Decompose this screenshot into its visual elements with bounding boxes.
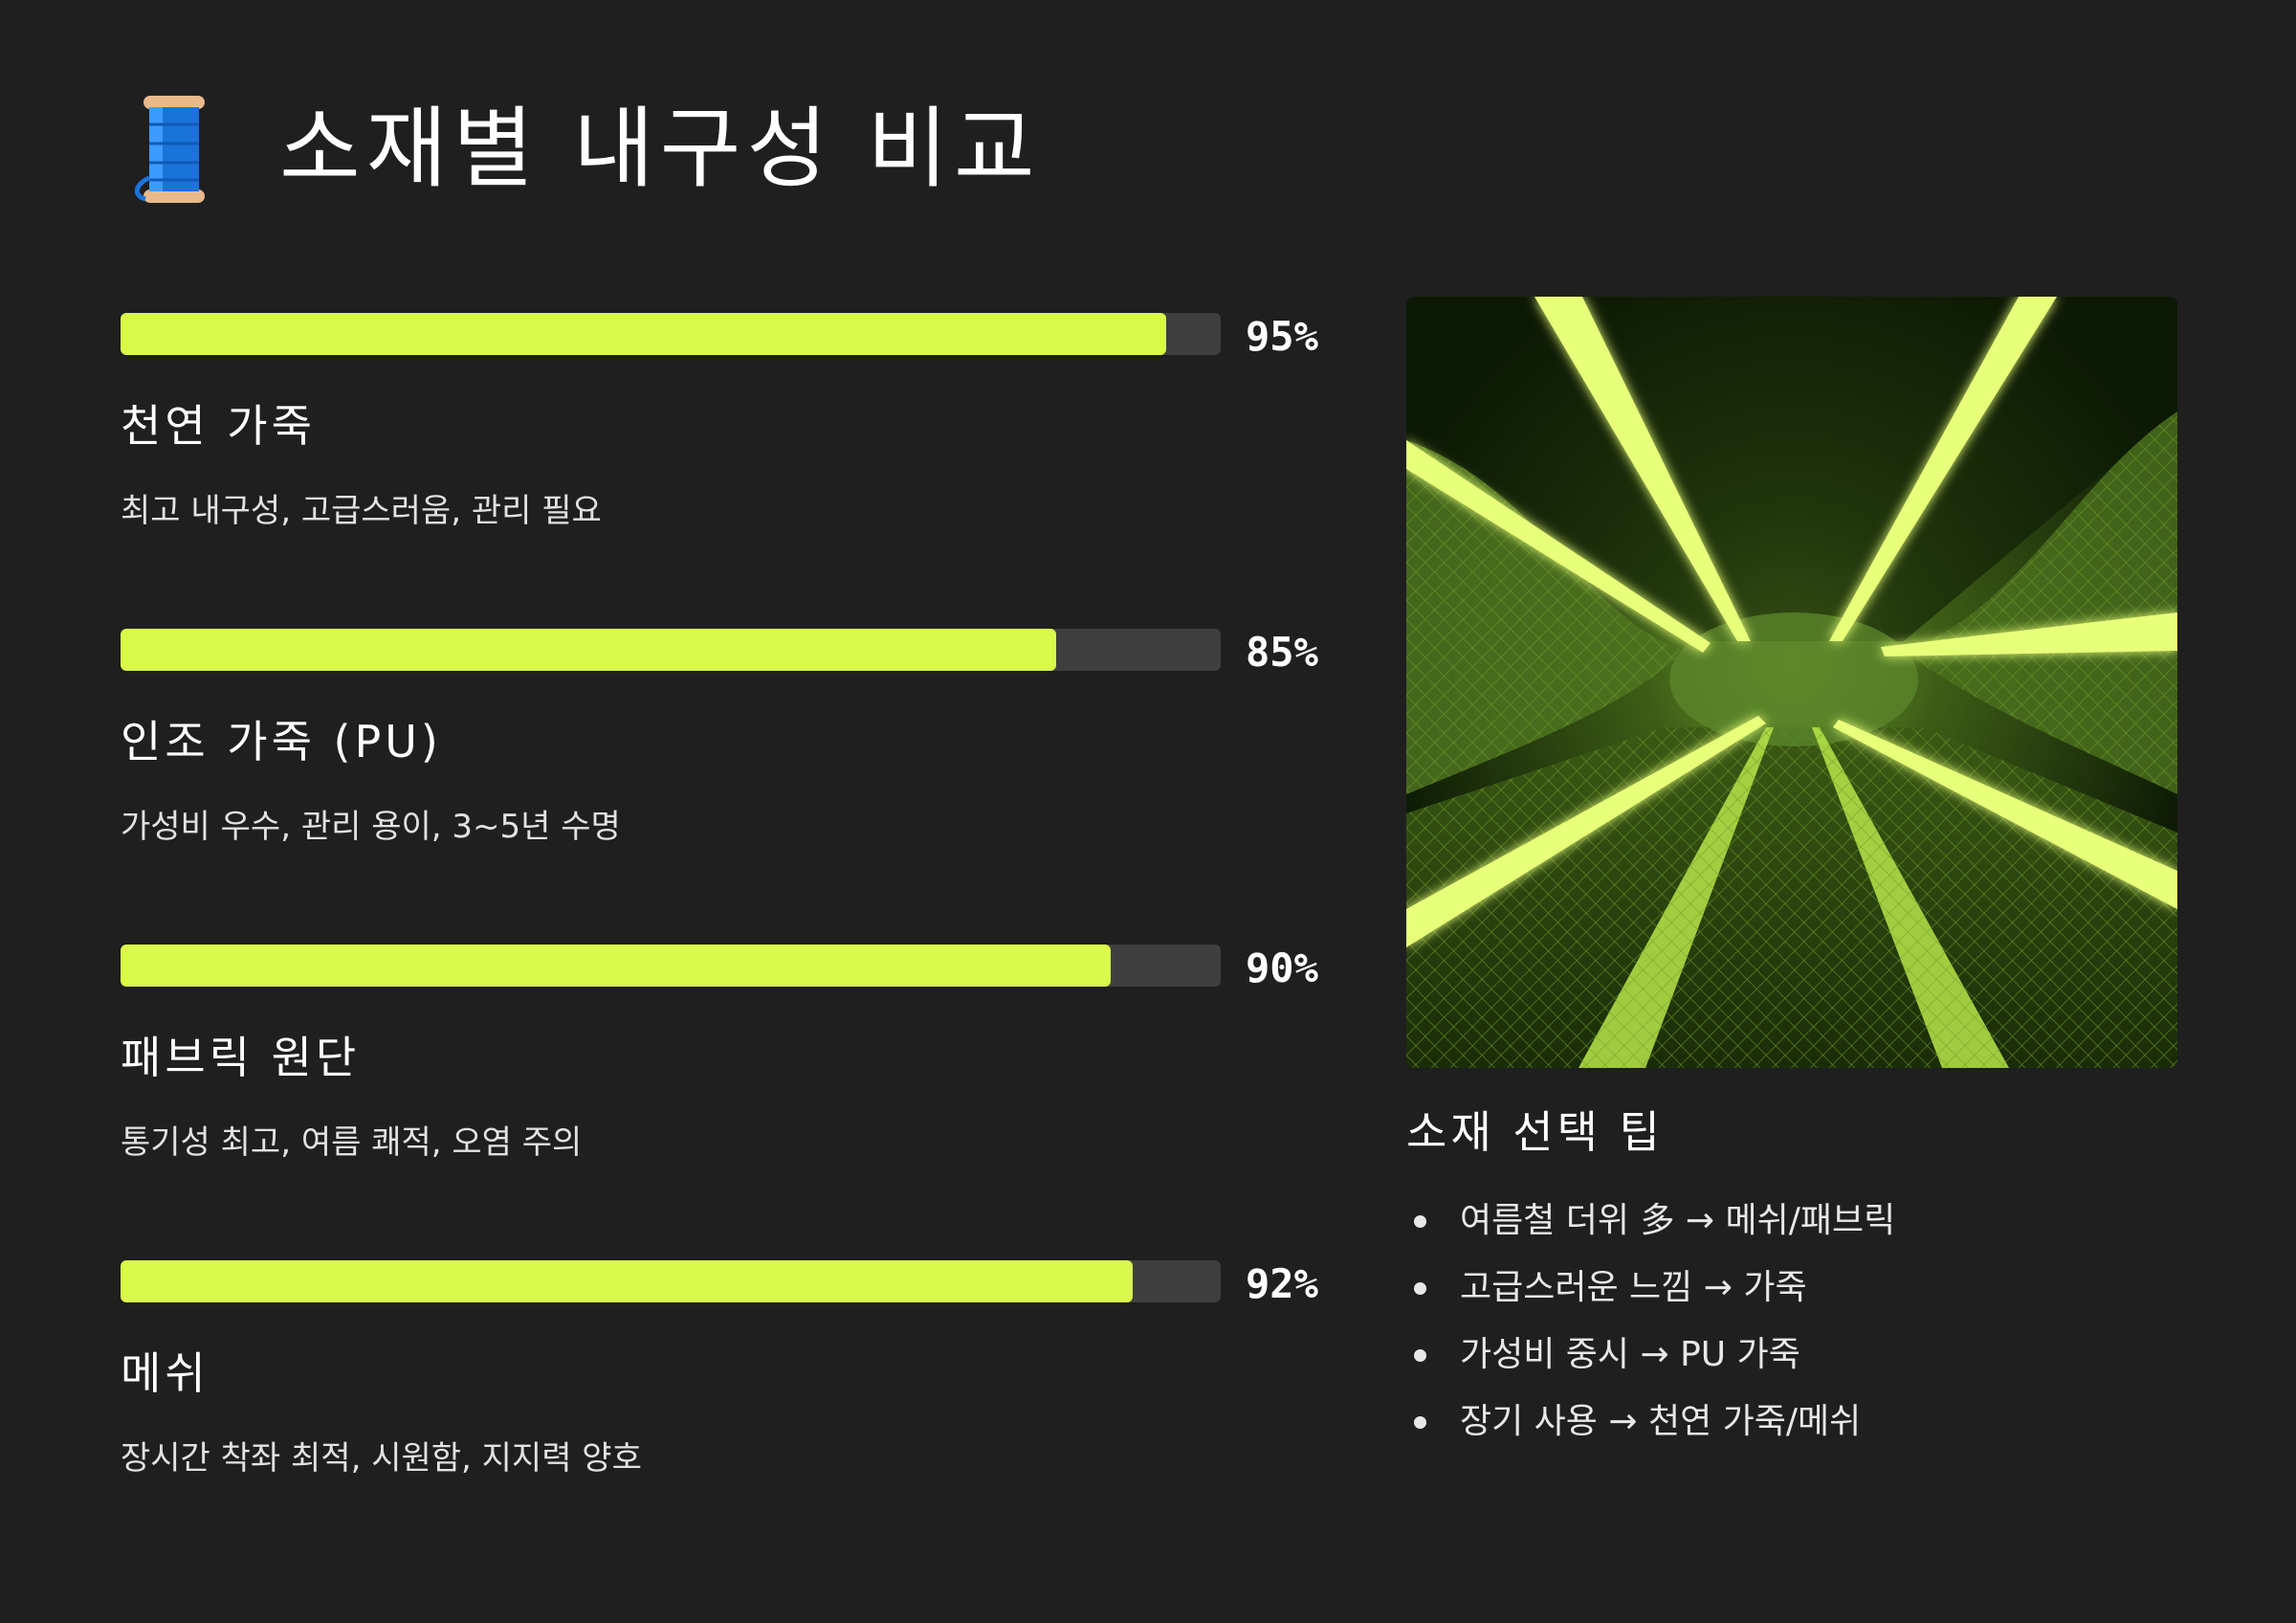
page-title: 소재별 내구성 비교: [279, 98, 1041, 200]
durability-bar-fill: [121, 945, 1111, 987]
material-description: 가성비 우수, 관리 용이, 3~5년 수명: [121, 808, 621, 846]
durability-bar-track: [121, 1260, 1221, 1302]
durability-bar-row: 92%: [121, 1256, 1326, 1307]
tips-title: 소재 선택 팁: [1406, 1106, 1664, 1158]
material-item: 95% 천연 가죽 최고 내구성, 고급스러움, 관리 필요: [121, 308, 1326, 624]
durability-percent: 90%: [1246, 945, 1318, 991]
tip-item: 장기 사용 → 천연 가죽/메쉬: [1406, 1397, 2267, 1464]
bullet-icon: [1414, 1282, 1426, 1295]
material-item: 90% 패브릭 원단 통기성 최고, 여름 쾌적, 오염 주의: [121, 940, 1326, 1256]
durability-percent: 85%: [1246, 629, 1318, 676]
mesh-tunnel-illustration: [1406, 297, 2177, 1068]
page-header: 소재별 내구성 비교: [130, 92, 1041, 207]
thread-spool-icon: [130, 96, 218, 203]
tip-item: 고급스러운 느낌 → 가죽: [1406, 1263, 2267, 1330]
durability-bar-fill: [121, 1260, 1133, 1302]
material-name: 천연 가죽: [121, 400, 316, 452]
tips-list: 여름철 더위 多 → 메쉬/패브릭 고급스러운 느낌 → 가죽 가성비 중시 →…: [1406, 1196, 2267, 1464]
material-name: 메쉬: [121, 1347, 210, 1399]
tip-item: 가성비 중시 → PU 가죽: [1406, 1330, 2267, 1397]
bullet-icon: [1414, 1349, 1426, 1362]
bullet-icon: [1414, 1416, 1426, 1429]
durability-bar-row: 95%: [121, 308, 1326, 360]
durability-bar-fill: [121, 313, 1166, 355]
material-item: 92% 메쉬 장시간 착좌 최적, 시원함, 지지력 양호: [121, 1256, 1326, 1571]
tip-text: 가성비 중시 → PU 가죽: [1460, 1335, 1800, 1374]
tip-text: 장기 사용 → 천연 가죽/메쉬: [1460, 1402, 1862, 1441]
bullet-icon: [1414, 1215, 1426, 1228]
durability-bar-fill: [121, 629, 1056, 671]
durability-bar-track: [121, 313, 1221, 355]
material-name: 패브릭 원단: [121, 1032, 361, 1083]
durability-bar-track: [121, 945, 1221, 987]
material-item: 85% 인조 가죽 (PU) 가성비 우수, 관리 용이, 3~5년 수명: [121, 624, 1326, 940]
durability-percent: 95%: [1246, 313, 1318, 360]
tip-text: 고급스러운 느낌 → 가죽: [1460, 1268, 1807, 1307]
material-description: 통기성 최고, 여름 쾌적, 오염 주의: [121, 1123, 583, 1162]
durability-bar-row: 85%: [121, 624, 1326, 676]
durability-bar-track: [121, 629, 1221, 671]
material-description: 장시간 착좌 최적, 시원함, 지지력 양호: [121, 1439, 642, 1478]
materials-list: 95% 천연 가죽 최고 내구성, 고급스러움, 관리 필요 85% 인조 가죽…: [121, 308, 1326, 1571]
tip-item: 여름철 더위 多 → 메쉬/패브릭: [1406, 1196, 2267, 1263]
material-name: 인조 가죽 (PU): [121, 716, 442, 767]
tip-text: 여름철 더위 多 → 메쉬/패브릭: [1460, 1201, 1896, 1240]
material-description: 최고 내구성, 고급스러움, 관리 필요: [121, 492, 602, 530]
durability-bar-row: 90%: [121, 940, 1326, 991]
durability-percent: 92%: [1246, 1260, 1318, 1307]
